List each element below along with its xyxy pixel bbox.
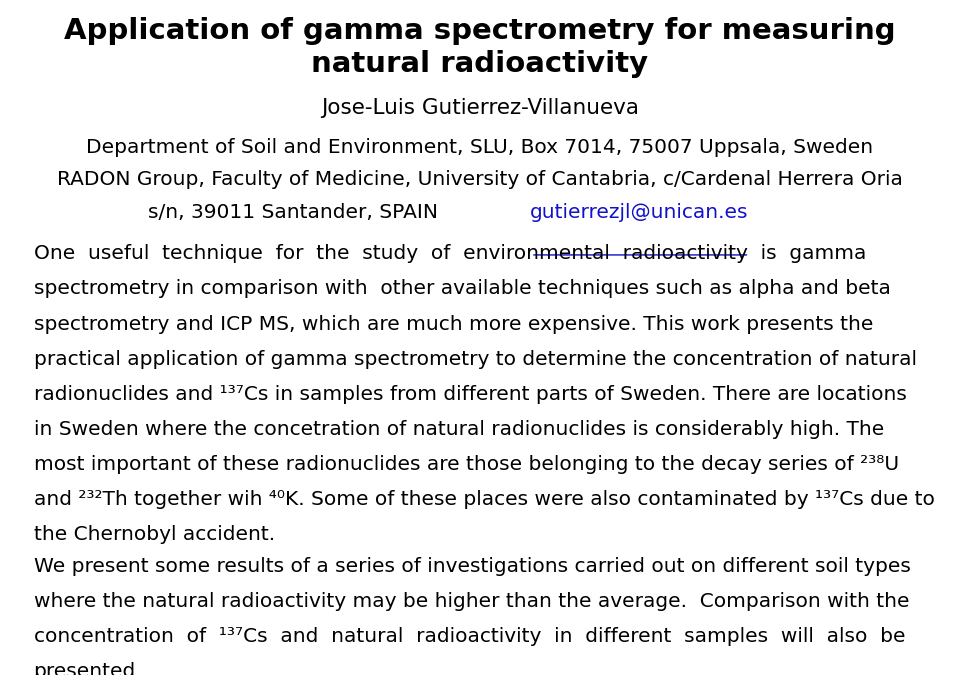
Text: Application of gamma spectrometry for measuring
natural radioactivity: Application of gamma spectrometry for me… <box>64 17 896 78</box>
Text: RADON Group, Faculty of Medicine, University of Cantabria, c/Cardenal Herrera Or: RADON Group, Faculty of Medicine, Univer… <box>57 170 903 189</box>
Text: presented: presented <box>34 662 136 675</box>
Text: spectrometry and ICP MS, which are much more expensive. This work presents the: spectrometry and ICP MS, which are much … <box>34 315 873 333</box>
Text: Jose-Luis Gutierrez-Villanueva: Jose-Luis Gutierrez-Villanueva <box>321 98 639 118</box>
Text: s/n, 39011 Santander, SPAIN: s/n, 39011 Santander, SPAIN <box>148 202 444 221</box>
Text: gutierrezjl@unican.es: gutierrezjl@unican.es <box>530 202 749 221</box>
Text: gutierrezjl@unican.es: gutierrezjl@unican.es <box>530 202 749 221</box>
Text: most important of these radionuclides are those belonging to the decay series of: most important of these radionuclides ar… <box>34 455 899 474</box>
Text: and ²³²Th together wih ⁴⁰K. Some of these places were also contaminated by ¹³⁷Cs: and ²³²Th together wih ⁴⁰K. Some of thes… <box>34 490 934 509</box>
Text: One  useful  technique  for  the  study  of  environmental  radioactivity  is  g: One useful technique for the study of en… <box>34 244 866 263</box>
Text: Department of Soil and Environment, SLU, Box 7014, 75007 Uppsala, Sweden: Department of Soil and Environment, SLU,… <box>86 138 874 157</box>
Text: s/n, 39011 Santander, SPAIN gutierrezjl@unican.es: s/n, 39011 Santander, SPAIN gutierrezjl@… <box>223 202 737 221</box>
Text: spectrometry in comparison with  other available techniques such as alpha and be: spectrometry in comparison with other av… <box>34 279 891 298</box>
Text: radionuclides and ¹³⁷Cs in samples from different parts of Sweden. There are loc: radionuclides and ¹³⁷Cs in samples from … <box>34 385 906 404</box>
Text: concentration  of  ¹³⁷Cs  and  natural  radioactivity  in  different  samples  w: concentration of ¹³⁷Cs and natural radio… <box>34 627 905 646</box>
Text: practical application of gamma spectrometry to determine the concentration of na: practical application of gamma spectrome… <box>34 350 917 369</box>
Text: in Sweden where the concetration of natural radionuclides is considerably high. : in Sweden where the concetration of natu… <box>34 420 884 439</box>
Text: where the natural radioactivity may be higher than the average.  Comparison with: where the natural radioactivity may be h… <box>34 592 909 611</box>
Text: We present some results of a series of investigations carried out on different s: We present some results of a series of i… <box>34 557 910 576</box>
Text: s/n, 39011 Santander, SPAIN: s/n, 39011 Santander, SPAIN <box>0 202 297 221</box>
Text: the Chernobyl accident.: the Chernobyl accident. <box>34 525 275 544</box>
